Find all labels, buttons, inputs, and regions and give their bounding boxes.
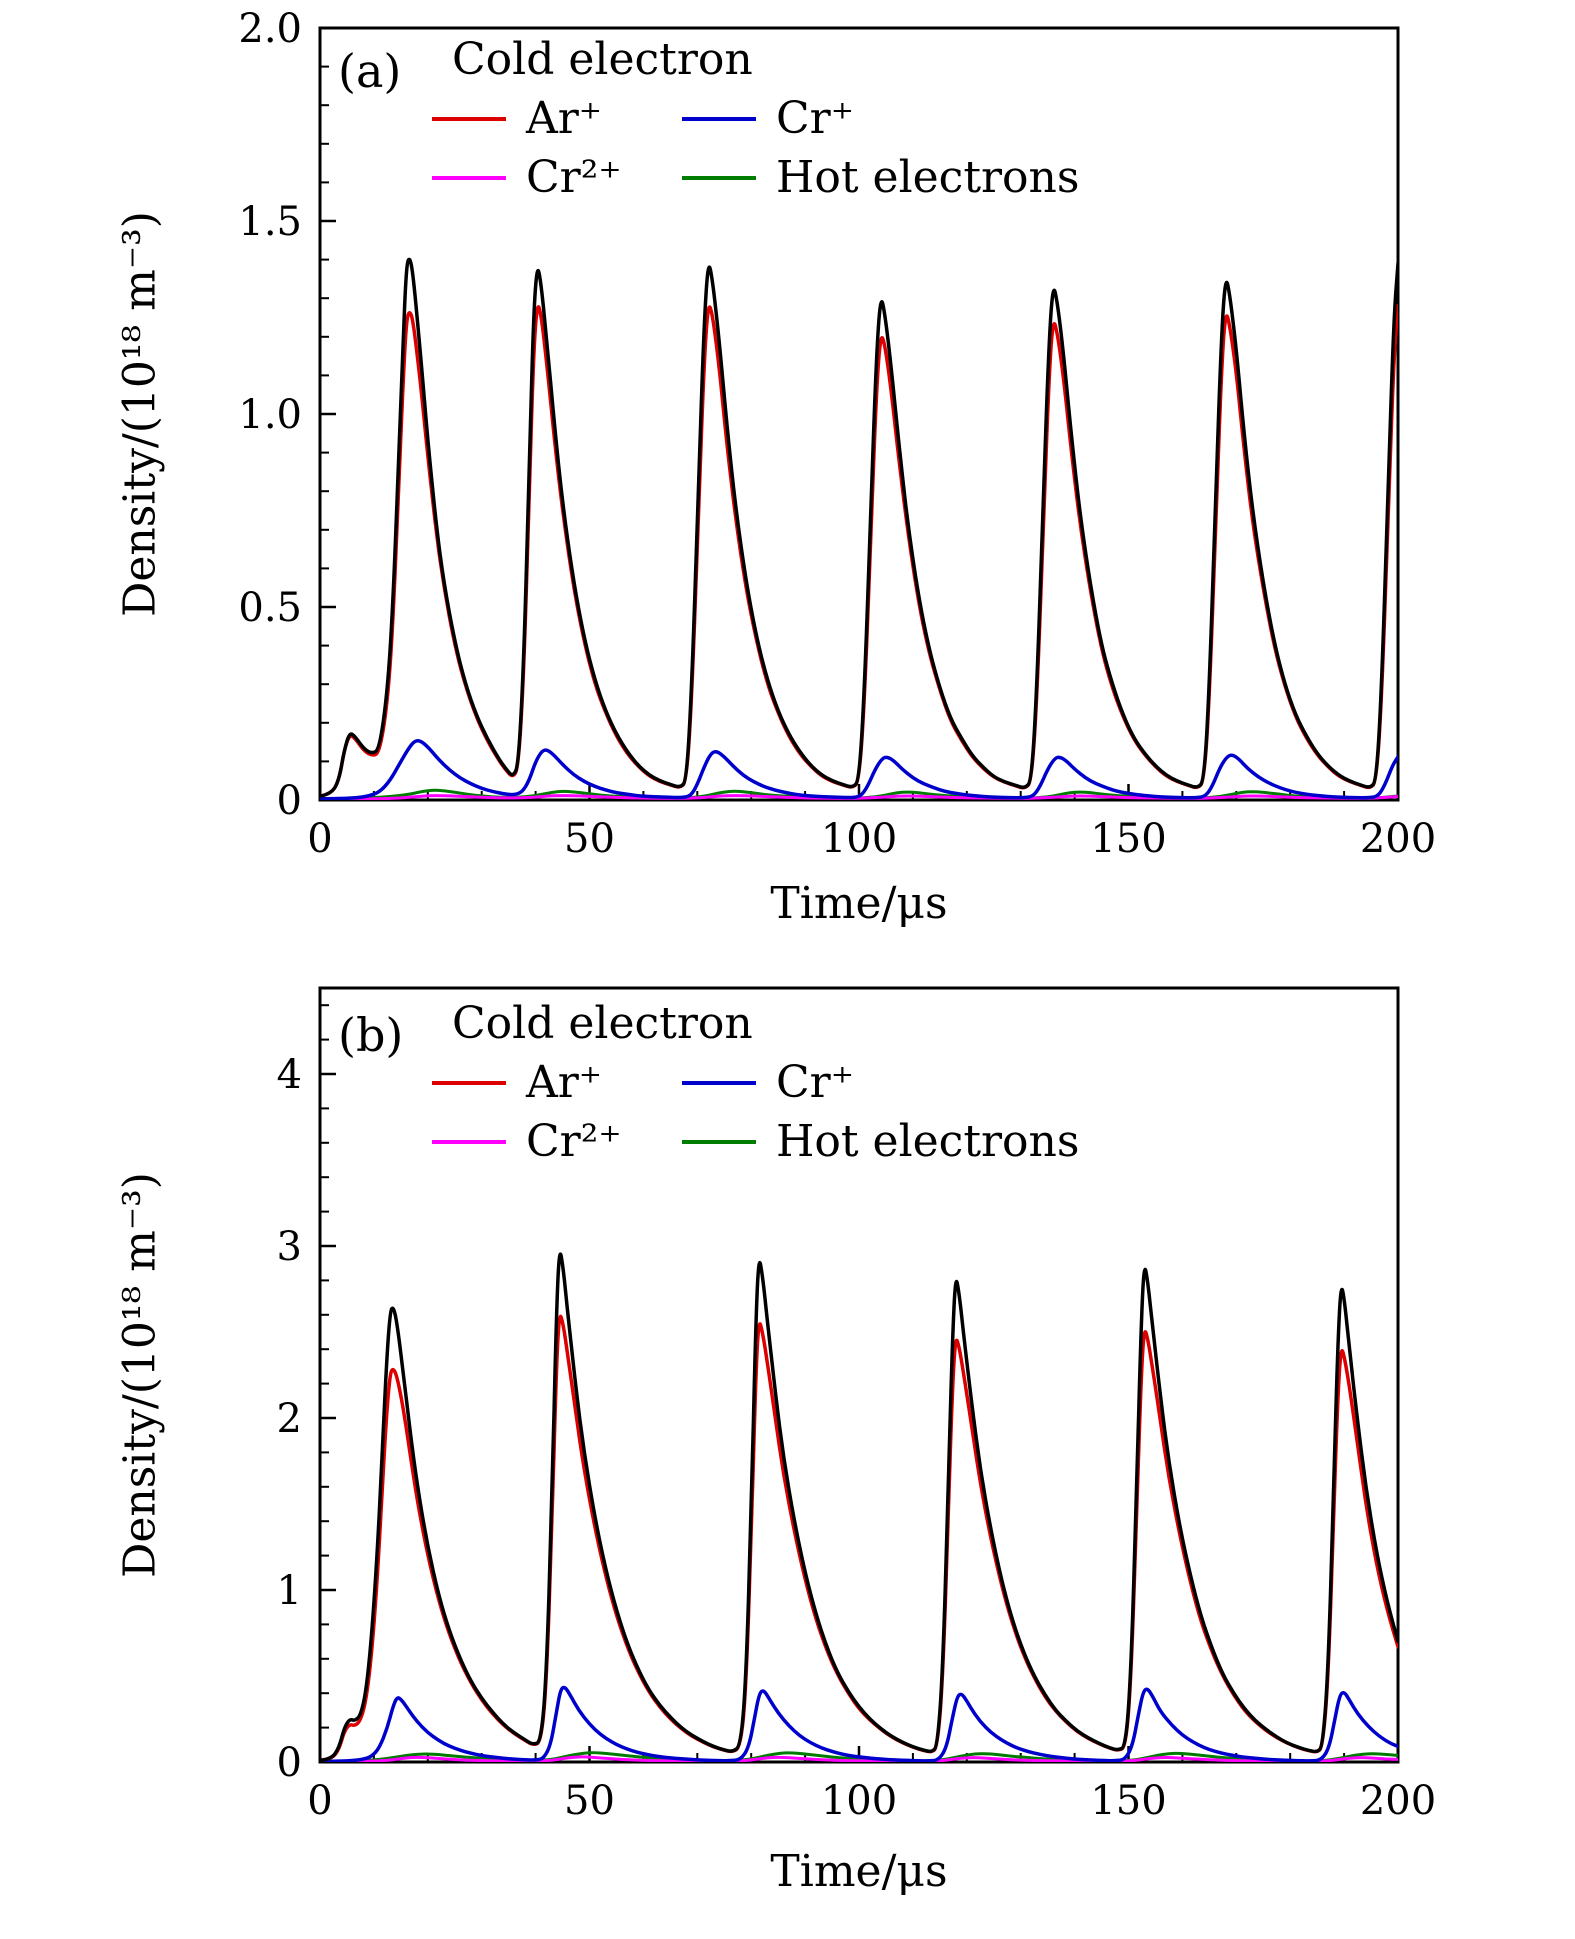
legend-a: Cold electron Ar⁺ Cr⁺ Cr²⁺ Hot electrons xyxy=(432,34,1079,203)
legend-entry-hot: Hot electrons xyxy=(682,152,1079,203)
legend-entry-cr: Cr⁺ xyxy=(682,93,854,144)
legend-label-cold: Cold electron xyxy=(452,34,753,85)
curve-cr2 xyxy=(320,794,1398,800)
x-tick-label: 150 xyxy=(1090,1778,1166,1824)
legend-entry-cr2: Cr²⁺ xyxy=(432,152,682,203)
x-axis-label-b: Time/μs xyxy=(770,1846,948,1897)
x-tick-label: 100 xyxy=(821,1778,897,1824)
legend-label-ar: Ar⁺ xyxy=(526,93,603,144)
legend-entry-cr2: Cr²⁺ xyxy=(432,1116,682,1167)
legend-entry-hot: Hot electrons xyxy=(682,1116,1079,1167)
legend-row: Ar⁺ Cr⁺ xyxy=(432,1057,1079,1108)
legend-entry-cold: Cold electron xyxy=(432,34,753,85)
plot-a: 0 50 100 150 200 0 0.5 1.0 1.5 2.0 xyxy=(238,6,1436,862)
legend-label-cr2: Cr²⁺ xyxy=(526,1116,622,1167)
y-tick-label: 0 xyxy=(277,778,302,824)
legend-label-ar: Ar⁺ xyxy=(526,1057,603,1108)
x-tick-label: 200 xyxy=(1360,816,1436,862)
panel-b: 0 50 100 150 200 0 1 2 3 4 Density/(10¹⁸ m⁻³) Tim… xyxy=(0,950,1575,1939)
legend-entry-ar: Ar⁺ xyxy=(432,93,682,144)
y-axis-label-a: Density/(10¹⁸ m⁻³) xyxy=(114,211,166,617)
legend-row: Cold electron xyxy=(432,998,1079,1049)
y-tick-label: 3 xyxy=(277,1224,302,1270)
legend-row: Cr²⁺ Hot electrons xyxy=(432,1116,1079,1167)
curve-cold xyxy=(320,1252,1398,1762)
y-tick-label: 2.0 xyxy=(238,6,302,52)
legend-line-hot xyxy=(682,1139,756,1144)
y-tick-label: 0.5 xyxy=(238,585,302,631)
y-tick-label: 1.5 xyxy=(238,199,302,245)
legend-label-cold: Cold electron xyxy=(452,998,753,1049)
panel-label-a: (a) xyxy=(338,44,402,98)
legend-line-ar xyxy=(432,1080,506,1085)
y-tick-label: 1.0 xyxy=(238,392,302,438)
legend-line-ar xyxy=(432,116,506,121)
legend-line-cr2 xyxy=(432,175,506,180)
y-tick-label: 2 xyxy=(277,1396,302,1442)
legend-row: Ar⁺ Cr⁺ xyxy=(432,93,1079,144)
legend-entry-cold: Cold electron xyxy=(432,998,753,1049)
curve-cr xyxy=(320,1685,1398,1762)
legend-entry-ar: Ar⁺ xyxy=(432,1057,682,1108)
legend-line-hot xyxy=(682,175,756,180)
curve-cold xyxy=(320,257,1398,798)
curve-ar xyxy=(320,1314,1398,1762)
legend-label-cr: Cr⁺ xyxy=(776,93,854,144)
legend-line-cr xyxy=(682,1080,756,1085)
legend-label-cr2: Cr²⁺ xyxy=(526,152,622,203)
legend-row: Cr²⁺ Hot electrons xyxy=(432,152,1079,203)
x-tick-label: 0 xyxy=(307,1778,332,1824)
x-tick-label: 150 xyxy=(1090,816,1166,862)
legend-entry-cr: Cr⁺ xyxy=(682,1057,854,1108)
legend-label-cr: Cr⁺ xyxy=(776,1057,854,1108)
legend-line-cr2 xyxy=(432,1139,506,1144)
plot-b: 0 50 100 150 200 0 1 2 3 4 xyxy=(277,986,1436,1824)
curves xyxy=(320,257,1398,800)
x-tick-label: 200 xyxy=(1360,1778,1436,1824)
x-tick-label: 100 xyxy=(821,816,897,862)
x-tick-label: 50 xyxy=(564,1778,615,1824)
legend-row: Cold electron xyxy=(432,34,1079,85)
panel-a: 0 50 100 150 200 0 0.5 1.0 1.5 2.0 Density/(10¹⁸ … xyxy=(0,0,1575,950)
y-tick-label: 1 xyxy=(277,1568,302,1614)
legend-b: Cold electron Ar⁺ Cr⁺ Cr²⁺ Hot electrons xyxy=(432,998,1079,1167)
x-tick-label: 50 xyxy=(564,816,615,862)
panel-label-b: (b) xyxy=(338,1008,404,1062)
x-axis-label-a: Time/μs xyxy=(770,878,948,929)
legend-label-hot: Hot electrons xyxy=(776,152,1080,203)
curves xyxy=(320,1252,1398,1762)
curve-cr xyxy=(320,738,1398,800)
y-axis-label-b: Density/(10¹⁸ m⁻³) xyxy=(114,1172,166,1578)
y-tick-label: 4 xyxy=(277,1052,302,1098)
legend-line-cr xyxy=(682,116,756,121)
y-tick-label: 0 xyxy=(277,1740,302,1786)
x-tick-label: 0 xyxy=(307,816,332,862)
legend-label-hot: Hot electrons xyxy=(776,1116,1080,1167)
